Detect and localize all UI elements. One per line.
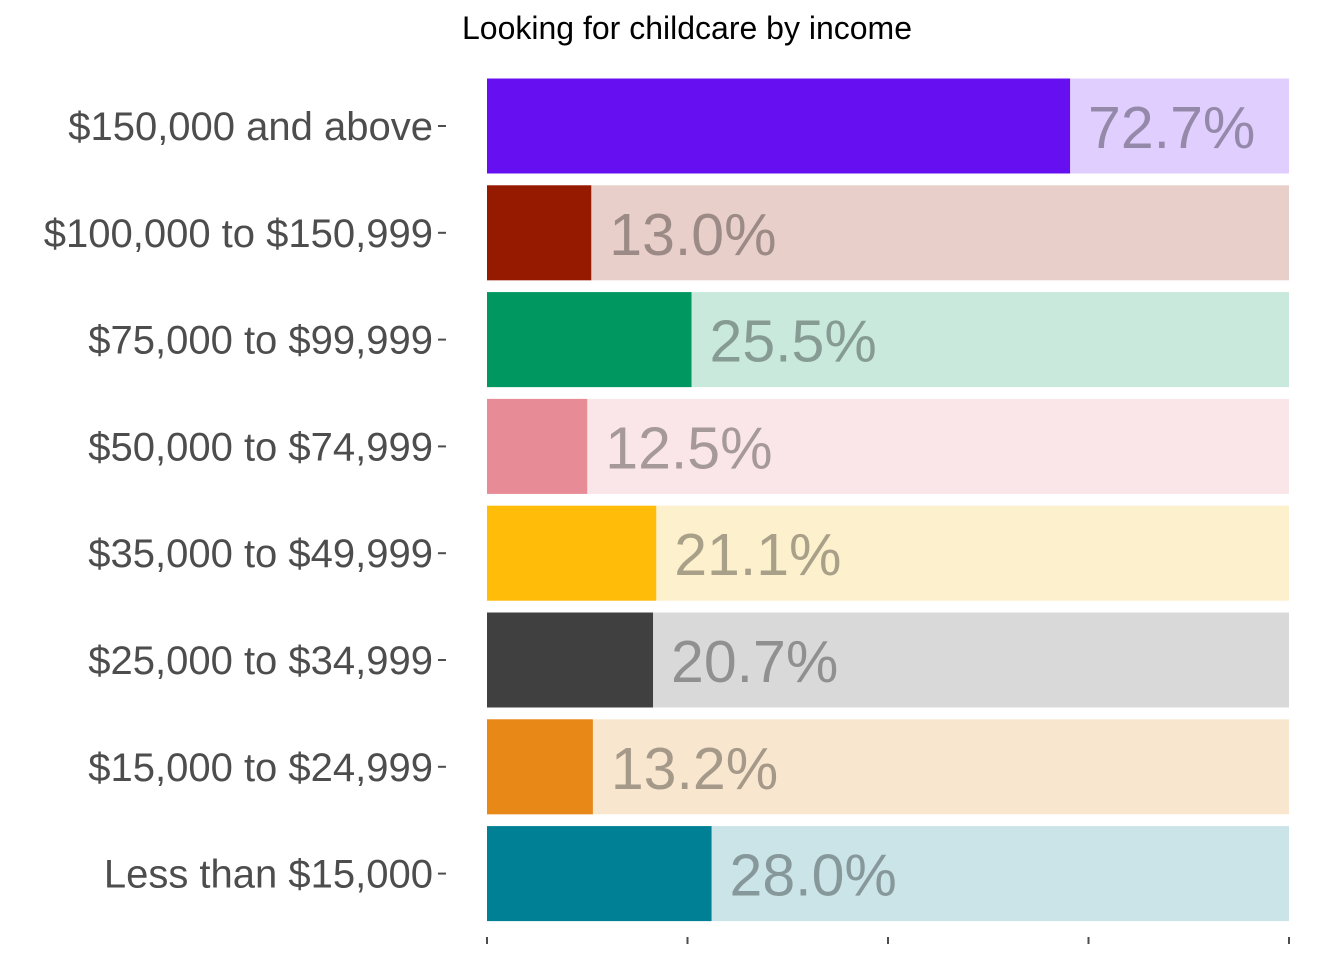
y-tick-label: $150,000 and above: [68, 105, 433, 149]
bar-group: 13.0% $100,000 to $150,999: [44, 185, 1289, 281]
bar: [487, 185, 592, 281]
chart-title: Looking for childcare by income: [461, 10, 912, 46]
bar: [487, 505, 657, 601]
bar: [487, 78, 1071, 174]
bar: [487, 826, 712, 922]
data-label: 72.7%: [1088, 95, 1255, 161]
bar: [487, 292, 692, 388]
data-label: 28.0%: [730, 843, 897, 909]
bar: [487, 719, 593, 815]
bar-background: [487, 719, 1289, 815]
data-label: 13.0%: [609, 202, 776, 268]
data-label: 20.7%: [671, 629, 838, 695]
x-axis: [486, 937, 1290, 944]
y-tick-label: $100,000 to $150,999: [44, 212, 433, 256]
y-tick-label: $50,000 to $74,999: [88, 425, 433, 469]
y-tick-label: $15,000 to $24,999: [88, 746, 433, 790]
bar-group: 25.5% $75,000 to $99,999: [88, 292, 1289, 388]
bar-group: 28.0% Less than $15,000: [104, 826, 1289, 922]
bar-background: [487, 398, 1289, 494]
bars-layer: 72.7% $150,000 and above 13.0% $100,000 to …: [44, 78, 1289, 922]
bar-group: 12.5% $50,000 to $74,999: [88, 398, 1289, 494]
bar-group: 21.1% $35,000 to $49,999: [88, 505, 1289, 601]
y-tick-label: Less than $15,000: [104, 853, 433, 897]
y-tick-label: $75,000 to $99,999: [88, 319, 433, 363]
data-label: 13.2%: [611, 736, 778, 802]
data-label: 25.5%: [710, 309, 877, 375]
data-label: 12.5%: [605, 415, 772, 481]
y-tick-label: $25,000 to $34,999: [88, 639, 433, 683]
bar: [487, 612, 654, 708]
data-label: 21.1%: [674, 522, 841, 588]
bar: [487, 398, 588, 494]
bar-group: 13.2% $15,000 to $24,999: [88, 719, 1289, 815]
y-tick-label: $35,000 to $49,999: [88, 532, 433, 576]
bar-group: 20.7% $25,000 to $34,999: [88, 612, 1289, 708]
bar-group: 72.7% $150,000 and above: [68, 78, 1289, 174]
bar-background: [487, 185, 1289, 281]
